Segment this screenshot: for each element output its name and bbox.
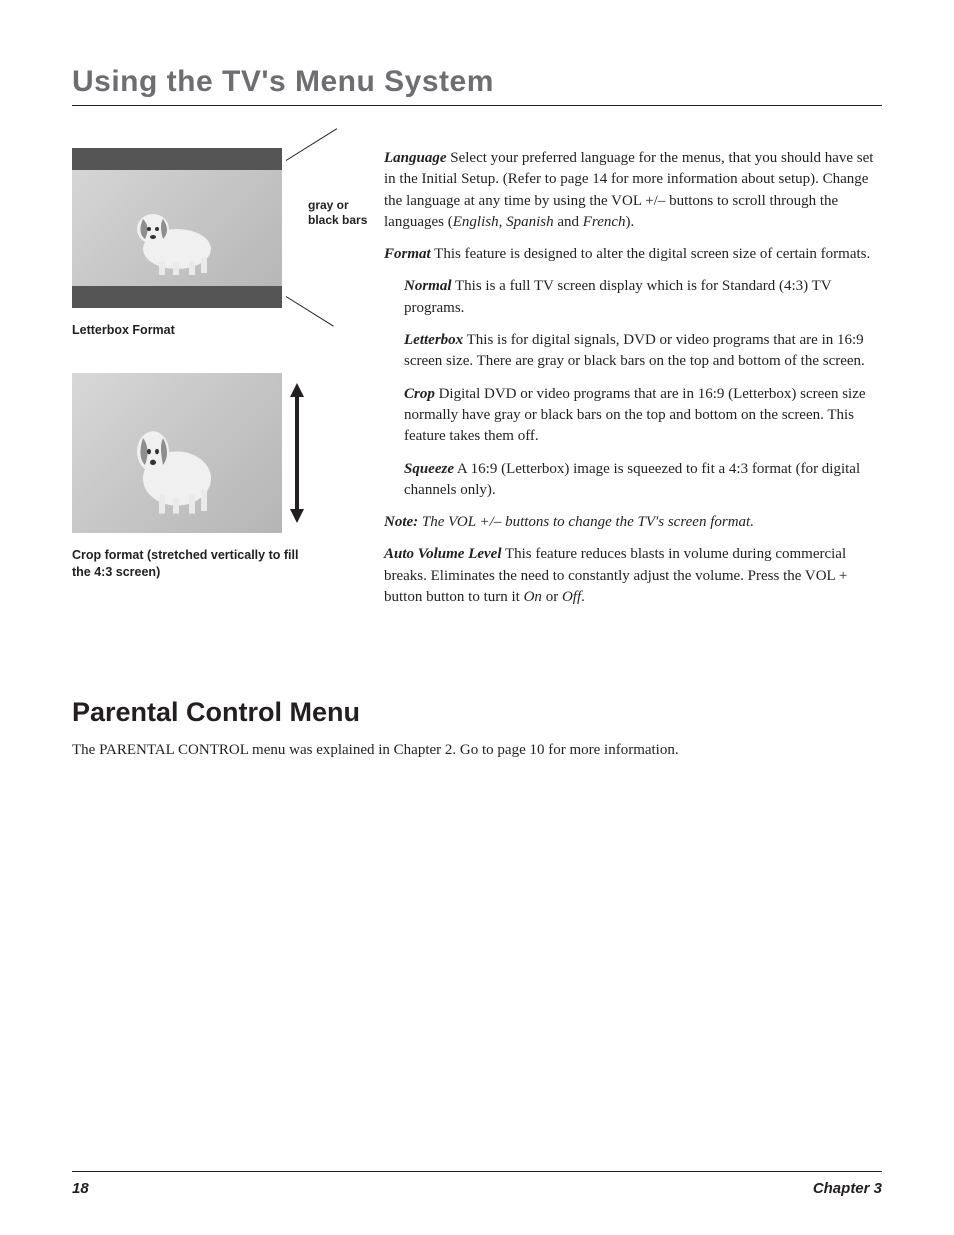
text-normal: This is a full TV screen display which i… (404, 278, 831, 315)
text-note: The VOL +/– buttons to change the TV's s… (418, 514, 754, 530)
page-number: 18 (72, 1180, 89, 1197)
lead-letterbox: Letterbox (404, 332, 463, 348)
text-squeeze: A 16:9 (Letterbox) image is squeezed to … (404, 461, 860, 498)
ital-langs: English, Spanish (453, 214, 554, 230)
lead-normal: Normal (404, 278, 452, 294)
para-note: Note: The VOL +/– buttons to change the … (384, 512, 882, 533)
bars-annotation: gray or black bars (308, 198, 368, 228)
ital-on: On (524, 589, 542, 605)
figures-column: gray or black bars Letterbox Format (72, 148, 360, 619)
para-letterbox: Letterbox This is for digital signals, D… (384, 330, 882, 373)
page-footer: 18 Chapter 3 (72, 1171, 882, 1197)
para-format: Format This feature is designed to alter… (384, 244, 882, 265)
figure-crop: Crop format (stretched vertically to fil… (72, 373, 360, 581)
ital-french: French (583, 214, 626, 230)
mid-or: or (542, 589, 562, 605)
pointer-line-top (286, 128, 337, 161)
lead-crop: Crop (404, 386, 435, 402)
lead-note: Note: (384, 514, 418, 530)
end-paren: ). (626, 214, 635, 230)
para-auto-volume: Auto Volume Level This feature reduces b… (384, 544, 882, 608)
ital-off: Off (562, 589, 581, 605)
section-title-parental: Parental Control Menu (72, 697, 882, 728)
figure-letterbox: gray or black bars Letterbox Format (72, 148, 360, 339)
lead-format: Format (384, 246, 431, 262)
lead-squeeze: Squeeze (404, 461, 454, 477)
lead-autovol: Auto Volume Level (384, 546, 502, 562)
dog-illustration (117, 191, 237, 281)
chapter-title: Using the TV's Menu System (72, 65, 882, 106)
para-squeeze: Squeeze A 16:9 (Letterbox) image is sque… (384, 459, 882, 502)
para-language: Language Select your preferred language … (384, 148, 882, 233)
para-normal: Normal This is a full TV screen display … (384, 276, 882, 319)
stretch-arrow-icon (290, 383, 304, 523)
dog-illustration-stretched (117, 400, 237, 522)
content-columns: gray or black bars Letterbox Format (72, 148, 882, 619)
crop-image (72, 373, 282, 533)
letterbox-caption: Letterbox Format (72, 322, 302, 339)
lead-language: Language (384, 150, 447, 166)
text-format: This feature is designed to alter the di… (431, 246, 871, 262)
crop-caption: Crop format (stretched vertically to fil… (72, 547, 302, 581)
body-text-column: Language Select your preferred language … (384, 148, 882, 619)
text-crop: Digital DVD or video programs that are i… (404, 386, 866, 445)
letterbox-image (72, 148, 282, 308)
mid-and: and (554, 214, 583, 230)
text-letterbox: This is for digital signals, DVD or vide… (404, 332, 865, 369)
chapter-label: Chapter 3 (813, 1180, 882, 1197)
section-body-parental: The PARENTAL CONTROL menu was explained … (72, 740, 882, 762)
para-crop: Crop Digital DVD or video programs that … (384, 384, 882, 448)
end-period: . (581, 589, 585, 605)
